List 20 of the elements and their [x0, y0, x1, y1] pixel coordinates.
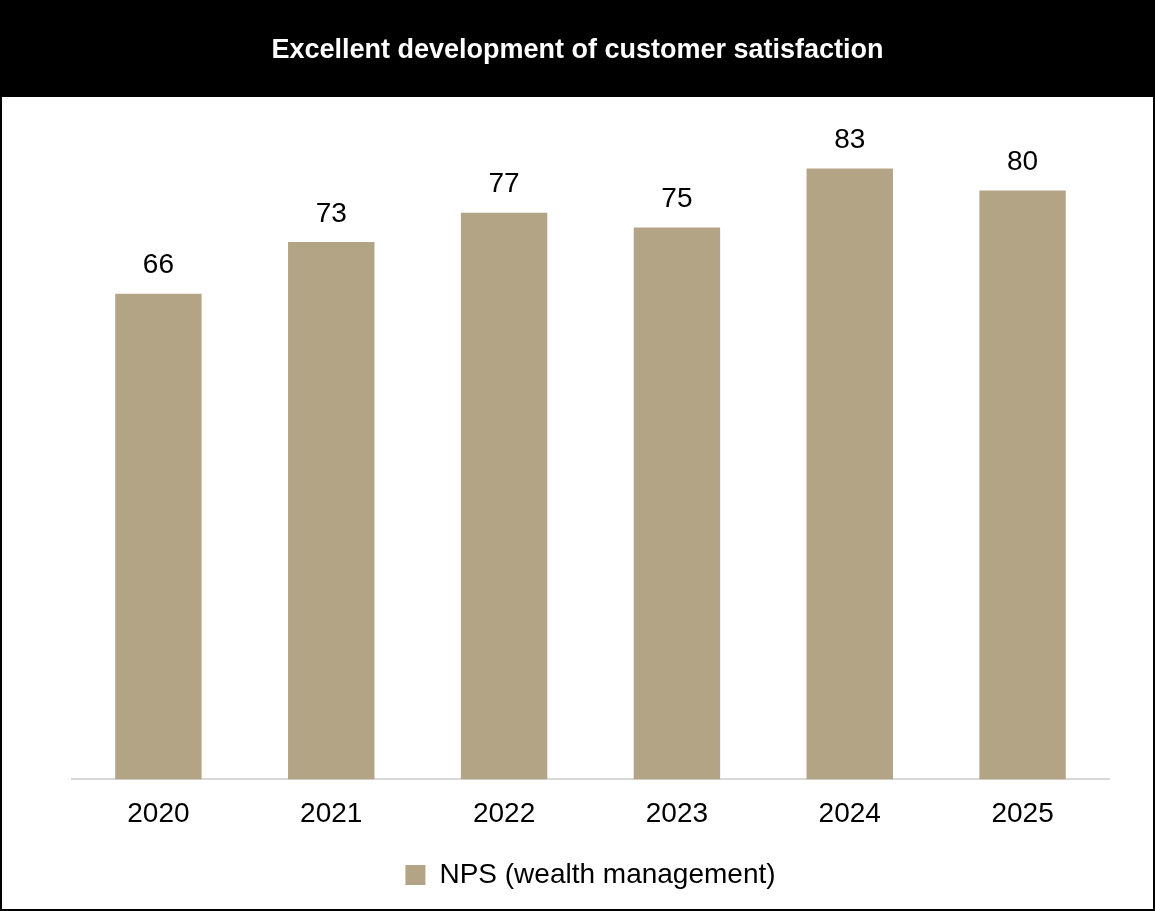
x-tick-label: 2024 — [818, 796, 881, 828]
x-tick-label: 2020 — [127, 796, 190, 828]
bar — [288, 242, 375, 780]
chart-title: Excellent development of customer satisfaction — [2, 2, 1153, 97]
bar — [460, 212, 548, 780]
data-label: 77 — [488, 167, 520, 199]
data-label: 80 — [1007, 145, 1039, 177]
x-tick-label: 2021 — [300, 796, 363, 828]
data-label: 73 — [315, 196, 347, 228]
bar — [115, 293, 202, 780]
bar — [806, 168, 893, 780]
x-tick-label: 2022 — [472, 796, 536, 828]
bar — [633, 227, 721, 780]
x-tick-label: 2025 — [991, 796, 1054, 828]
legend-label: NPS (wealth management) — [439, 857, 776, 889]
data-label: 66 — [142, 248, 174, 280]
data-label: 75 — [661, 182, 693, 214]
bar — [979, 190, 1066, 780]
x-tick-label: 2023 — [645, 796, 709, 828]
data-label: 83 — [834, 123, 866, 155]
